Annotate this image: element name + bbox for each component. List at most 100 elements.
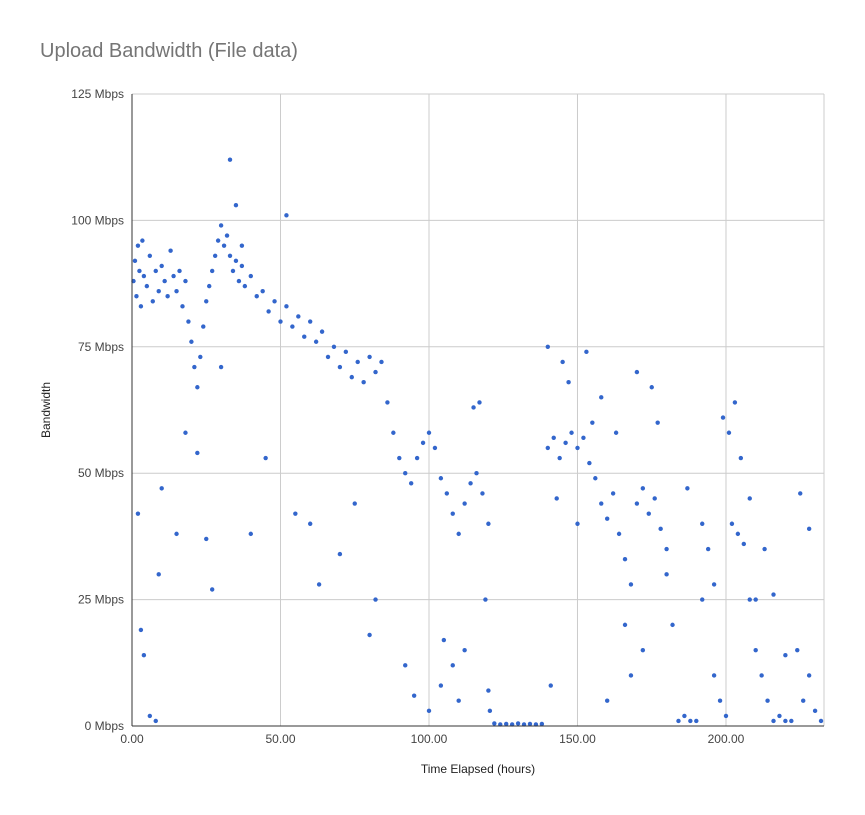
data-point bbox=[302, 334, 307, 339]
y-tick-label: 0 Mbps bbox=[85, 719, 124, 733]
data-point bbox=[293, 511, 298, 516]
data-point bbox=[575, 445, 580, 451]
data-point bbox=[652, 496, 657, 501]
data-point bbox=[171, 273, 176, 279]
data-point bbox=[771, 592, 776, 597]
data-point bbox=[649, 385, 654, 390]
data-point bbox=[385, 400, 390, 405]
data-point bbox=[212, 253, 218, 258]
data-point bbox=[590, 420, 595, 425]
y-axis-ticks: 0 Mbps 25 Mbps 50 Mbps 75 Mbps 100 Mbps 125 M… bbox=[71, 87, 124, 733]
data-point bbox=[441, 637, 447, 643]
data-point bbox=[140, 238, 145, 243]
y-tick-label: 125 Mbps bbox=[71, 87, 124, 101]
x-tick-label: 150.00 bbox=[559, 732, 596, 746]
data-point bbox=[474, 471, 479, 476]
data-point bbox=[670, 622, 675, 628]
data-point bbox=[209, 587, 215, 592]
data-point bbox=[367, 632, 372, 638]
data-point bbox=[236, 278, 242, 284]
x-tick-label: 200.00 bbox=[708, 732, 745, 746]
data-point bbox=[694, 718, 699, 724]
data-point bbox=[705, 546, 711, 552]
data-points bbox=[131, 157, 824, 727]
data-point bbox=[242, 283, 248, 289]
x-axis-label: Time Elapsed (hours) bbox=[421, 762, 535, 776]
data-point bbox=[156, 572, 161, 577]
data-point bbox=[150, 299, 155, 304]
data-point bbox=[560, 359, 565, 365]
data-point bbox=[218, 364, 224, 370]
x-tick-label: 100.00 bbox=[411, 732, 448, 746]
data-point bbox=[655, 420, 660, 425]
x-tick-label: 0.00 bbox=[120, 732, 144, 746]
data-point bbox=[613, 430, 619, 435]
data-point bbox=[483, 597, 488, 602]
data-point bbox=[444, 491, 450, 496]
data-point bbox=[168, 248, 173, 253]
data-point bbox=[221, 243, 227, 248]
x-axis-ticks: 0.00 50.00 100.00 150.00 200.00 bbox=[120, 732, 744, 746]
data-point bbox=[135, 511, 141, 516]
data-point bbox=[599, 395, 604, 400]
data-point bbox=[156, 288, 161, 294]
data-point bbox=[426, 430, 432, 435]
data-point bbox=[504, 721, 509, 727]
data-point bbox=[227, 157, 233, 162]
data-point bbox=[664, 572, 669, 577]
data-point bbox=[254, 294, 259, 299]
data-point bbox=[462, 501, 467, 506]
data-point bbox=[186, 319, 191, 324]
data-point bbox=[218, 223, 224, 228]
data-point bbox=[307, 521, 313, 526]
data-point bbox=[801, 698, 806, 703]
data-point bbox=[783, 718, 788, 724]
data-point bbox=[456, 531, 461, 537]
data-point bbox=[233, 203, 239, 208]
data-point bbox=[141, 273, 147, 279]
data-point bbox=[189, 339, 194, 344]
data-point bbox=[195, 385, 200, 390]
data-point bbox=[195, 450, 200, 456]
data-point bbox=[224, 233, 230, 238]
data-point bbox=[599, 501, 604, 506]
data-point bbox=[753, 597, 758, 602]
data-point bbox=[762, 546, 767, 552]
data-point bbox=[581, 435, 586, 441]
data-point bbox=[700, 597, 705, 602]
data-point bbox=[135, 243, 141, 248]
data-point bbox=[789, 718, 794, 724]
data-point bbox=[204, 299, 209, 304]
data-point bbox=[711, 673, 717, 678]
data-point bbox=[438, 476, 444, 481]
data-point bbox=[480, 491, 485, 496]
data-point bbox=[700, 521, 705, 526]
data-point bbox=[260, 288, 265, 294]
data-point bbox=[628, 582, 634, 587]
y-tick-label: 25 Mbps bbox=[78, 593, 124, 607]
data-point bbox=[634, 369, 640, 375]
data-point bbox=[307, 319, 313, 324]
data-point bbox=[319, 329, 325, 334]
data-point bbox=[331, 344, 337, 349]
data-point bbox=[688, 718, 693, 724]
data-point bbox=[343, 349, 349, 355]
data-point bbox=[646, 511, 651, 516]
y-tick-label: 50 Mbps bbox=[78, 466, 124, 480]
data-point bbox=[584, 349, 589, 355]
data-point bbox=[610, 491, 616, 496]
data-point bbox=[204, 536, 209, 542]
data-point bbox=[183, 430, 188, 435]
data-point bbox=[153, 718, 158, 724]
data-point bbox=[159, 486, 164, 491]
data-point bbox=[616, 531, 622, 537]
data-point bbox=[551, 435, 556, 441]
grid-lines bbox=[132, 93, 825, 727]
data-point bbox=[147, 713, 153, 719]
data-point bbox=[468, 481, 473, 486]
data-point bbox=[367, 354, 372, 360]
data-point bbox=[284, 304, 289, 309]
data-point bbox=[486, 688, 491, 693]
data-point bbox=[554, 496, 559, 501]
